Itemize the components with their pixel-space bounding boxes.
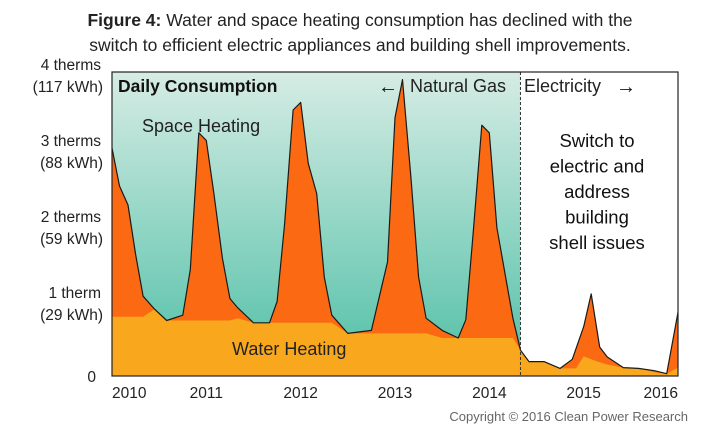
y-tick-label-1: 1 therm (48, 285, 101, 302)
copyright: Copyright © 2016 Clean Power Research (449, 409, 688, 424)
y-tick-label-4: 4 therms (41, 57, 102, 74)
switch-note-line-3: building (565, 207, 629, 228)
y-tick-label-2: 2 therms (41, 209, 102, 226)
electricity-region (520, 72, 678, 376)
space-heating-label: Space Heating (142, 116, 260, 136)
caption-line-1: Figure 4: Water and space heating consum… (0, 8, 720, 33)
x-tick-label-3: 2013 (378, 385, 412, 402)
area-group (112, 78, 678, 376)
y-tick-sublabel-2: (59 kWh) (40, 231, 103, 248)
x-tick-label-2: 2012 (283, 385, 317, 402)
figure-caption: Figure 4: Water and space heating consum… (0, 8, 720, 58)
x-tick-label-4: 2014 (472, 385, 507, 402)
switch-note-line-0: Switch to (559, 130, 634, 151)
y-tick-sublabel-1: (29 kWh) (40, 307, 103, 324)
electricity-label: Electricity (524, 76, 601, 96)
y-tick-sublabel-3: (88 kWh) (40, 155, 103, 172)
space-heating-line (112, 78, 678, 375)
plot-frame (111, 71, 679, 377)
switch-note-line-1: electric and (550, 156, 645, 177)
water-heating-label: Water Heating (232, 339, 346, 359)
caption-text: Water and space heating consumption has … (166, 10, 633, 30)
space-heating-area (112, 79, 678, 376)
y-tick-sublabel-4: (117 kWh) (33, 79, 103, 96)
x-tick-label-1: 2011 (190, 385, 223, 402)
water-heating-area (112, 309, 678, 376)
natural-gas-label: Natural Gas (410, 76, 506, 96)
x-tick-label-6: 2016 (644, 385, 678, 402)
left-arrow-icon: ← (378, 76, 398, 98)
y-tick-label-0: 0 (87, 369, 96, 386)
y-tick-label-3: 3 therms (41, 133, 102, 150)
chart-title: Daily Consumption (118, 76, 277, 96)
caption-label: Figure 4: (87, 10, 162, 30)
caption-line-2: switch to efficient electric appliances … (89, 35, 631, 55)
x-tick-label-5: 2015 (566, 385, 600, 402)
right-arrow-icon: → (616, 76, 636, 98)
x-tick-label-0: 2010 (112, 385, 147, 402)
switch-note-line-4: shell issues (549, 232, 645, 253)
switch-note-line-2: address (564, 181, 630, 202)
